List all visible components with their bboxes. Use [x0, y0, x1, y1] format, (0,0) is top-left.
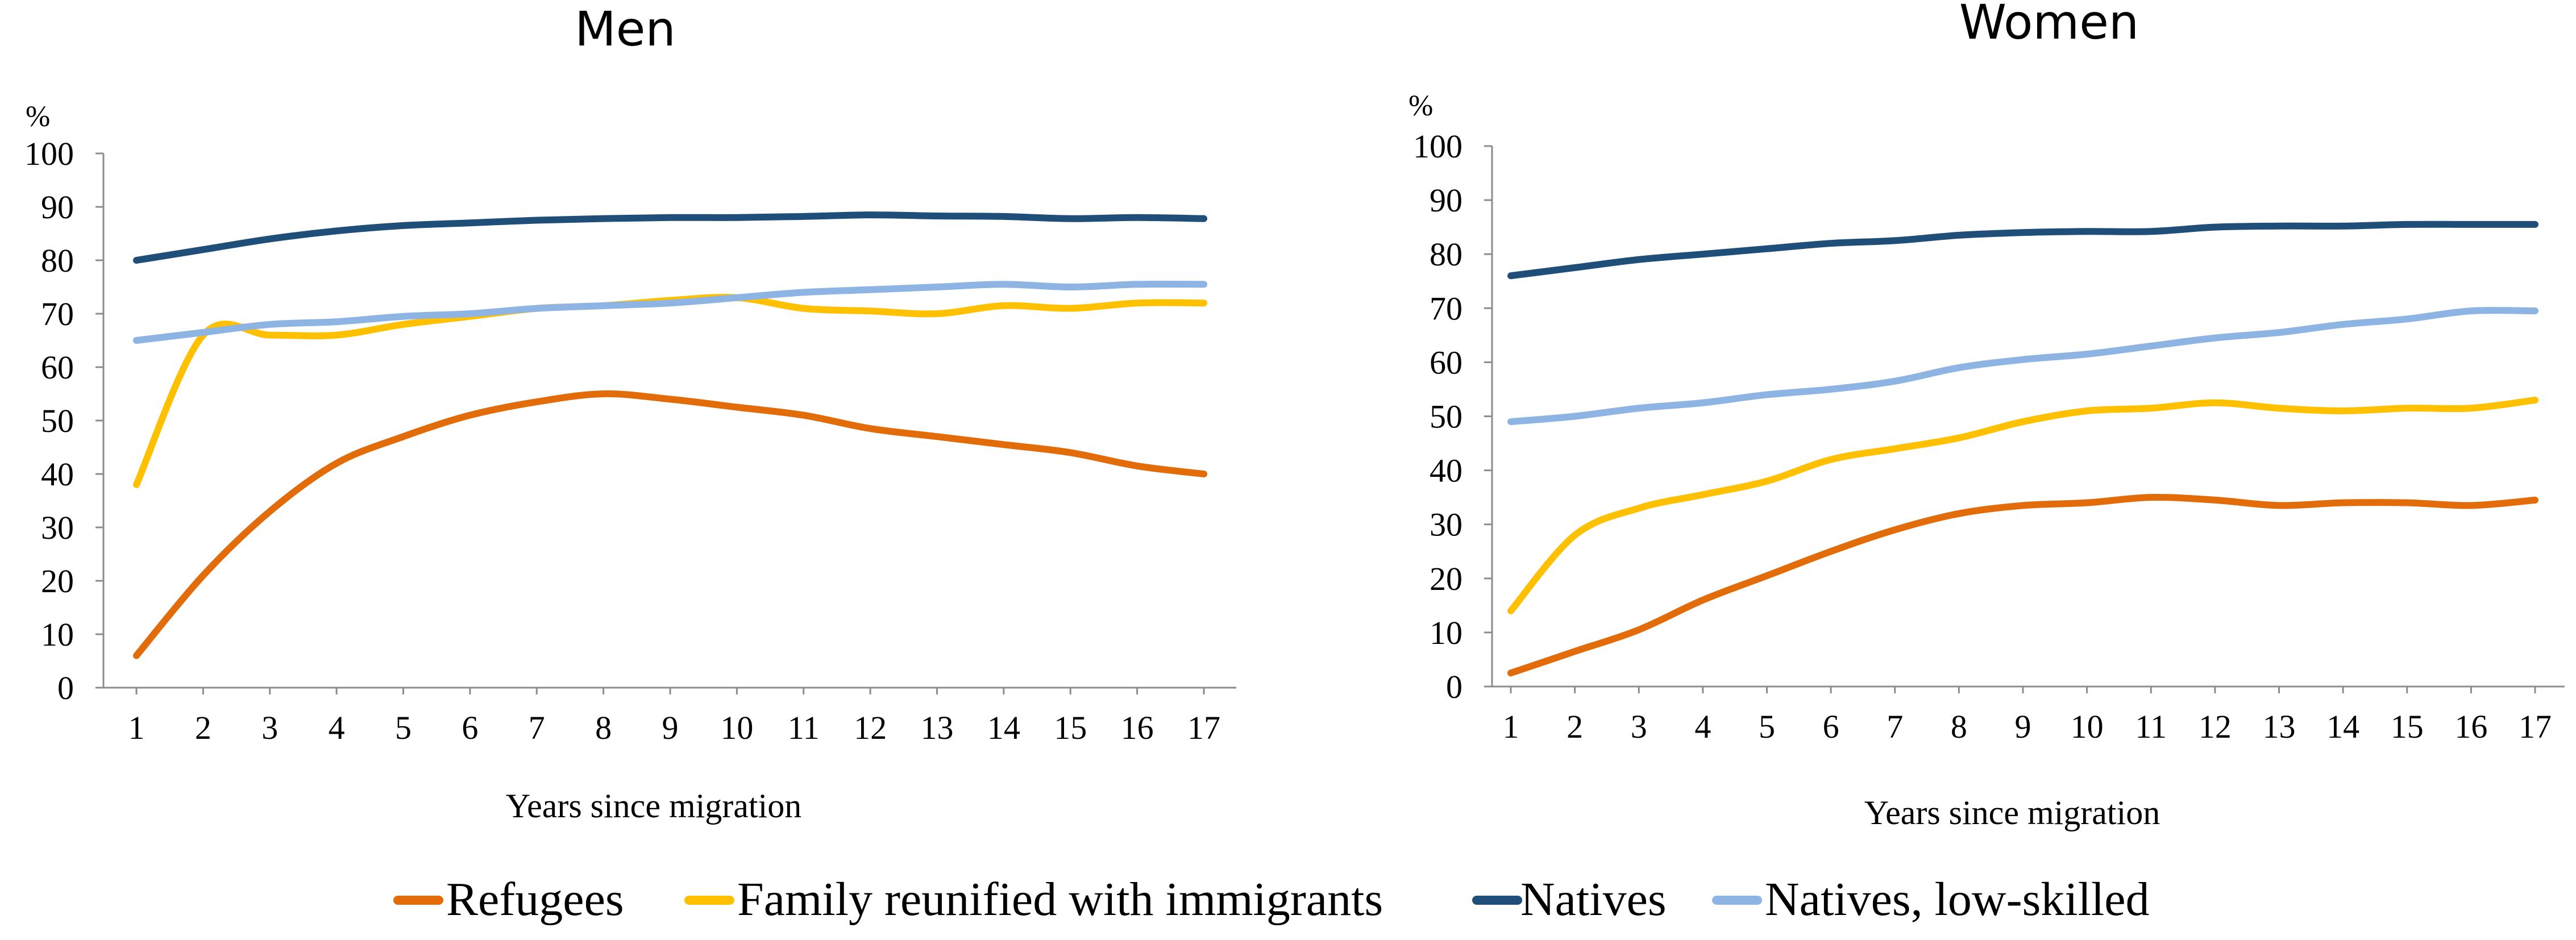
y-tick-label: 20 [1430, 560, 1462, 597]
y-tick-label: 90 [41, 189, 74, 226]
x-tick-label: 14 [2326, 708, 2359, 745]
x-tick-label: 10 [720, 709, 753, 746]
y-tick-label: 60 [41, 349, 74, 386]
x-tick-label: 2 [195, 709, 211, 746]
x-tick-label: 11 [2135, 708, 2167, 745]
x-tick-label: 3 [1631, 708, 1647, 745]
y-tick-label: 50 [41, 402, 74, 439]
y-tick-label: 70 [41, 296, 74, 332]
x-axis-title: Years since migration [506, 787, 802, 825]
y-unit-label: % [26, 101, 50, 133]
x-tick-label: 11 [788, 709, 820, 746]
x-tick-label: 10 [2071, 708, 2104, 745]
x-tick-label: 12 [2199, 708, 2232, 745]
x-tick-label: 9 [662, 709, 679, 746]
x-tick-label: 15 [1054, 709, 1087, 746]
y-tick-label: 60 [1430, 344, 1462, 381]
x-axis-title: Years since migration [1864, 794, 2160, 831]
x-tick-label: 3 [261, 709, 278, 746]
x-tick-label: 14 [987, 709, 1020, 746]
x-tick-label: 4 [329, 709, 345, 746]
series-line-natives [133, 211, 1207, 264]
y-tick-label: 80 [41, 242, 74, 279]
x-tick-label: 17 [2519, 708, 2552, 745]
x-tick-label: 16 [2454, 708, 2487, 745]
legend-label: Natives [1520, 873, 1667, 926]
x-tick-label: 7 [1887, 708, 1903, 745]
y-tick-label: 0 [57, 669, 74, 706]
x-tick-label: 7 [529, 709, 545, 746]
legend-item-natives-low-skilled: Natives, low-skilled [1712, 873, 2150, 926]
y-tick-label: 40 [41, 456, 74, 493]
y-tick-label: 100 [1413, 128, 1462, 165]
y-tick-label: 70 [1430, 290, 1462, 327]
legend-item-refugees: Refugees [393, 873, 624, 926]
x-tick-label: 12 [854, 709, 887, 746]
x-tick-label: 5 [1759, 708, 1775, 745]
x-tick-label: 16 [1121, 709, 1154, 746]
x-tick-label: 17 [1187, 709, 1220, 746]
x-tick-label: 8 [1951, 708, 1967, 745]
y-tick-label: 10 [1430, 614, 1462, 651]
y-tick-label: 100 [24, 135, 74, 172]
x-tick-label: 1 [1503, 708, 1519, 745]
chart-title: Men [575, 1, 675, 57]
x-tick-label: 4 [1694, 708, 1711, 745]
y-tick-label: 50 [1430, 398, 1462, 435]
y-tick-label: 90 [1430, 182, 1462, 219]
y-tick-label: 30 [41, 509, 74, 546]
x-tick-label: 15 [2391, 708, 2424, 745]
x-tick-label: 13 [921, 709, 954, 746]
x-tick-label: 2 [1567, 708, 1583, 745]
legend-item-family-reunified-with-immigrants: Family reunified with immigrants [684, 873, 1383, 926]
legend-item-natives: Natives [1472, 873, 1667, 926]
x-tick-label: 13 [2263, 708, 2296, 745]
series-line-natives [1507, 221, 2538, 280]
x-tick-label: 9 [2015, 708, 2031, 745]
y-tick-label: 30 [1430, 506, 1462, 543]
x-tick-label: 1 [128, 709, 145, 746]
y-tick-label: 40 [1430, 452, 1462, 489]
series-line-natives-low-skilled [1507, 307, 2538, 426]
x-tick-label: 5 [395, 709, 412, 746]
series-line-refugees [1507, 494, 2538, 677]
x-tick-label: 6 [462, 709, 478, 746]
y-tick-label: 10 [41, 616, 74, 653]
legend: Refugees Family reunified with immigrants… [393, 873, 2150, 926]
series-line-natives-low-skilled [133, 280, 1207, 344]
chart-title: Women [1959, 0, 2139, 50]
legend-label: Family reunified with immigrants [737, 873, 1383, 926]
legend-label: Natives, low-skilled [1765, 873, 2150, 926]
series-line-refugees [133, 390, 1207, 659]
series-line-family-reunified-with-immigrants [1507, 396, 2538, 614]
x-tick-label: 8 [595, 709, 612, 746]
y-tick-label: 20 [41, 563, 74, 600]
y-tick-label: 80 [1430, 236, 1462, 273]
x-tick-label: 6 [1823, 708, 1839, 745]
y-tick-label: 0 [1446, 668, 1462, 705]
y-unit-label: % [1409, 90, 1433, 122]
legend-label: Refugees [446, 873, 624, 926]
